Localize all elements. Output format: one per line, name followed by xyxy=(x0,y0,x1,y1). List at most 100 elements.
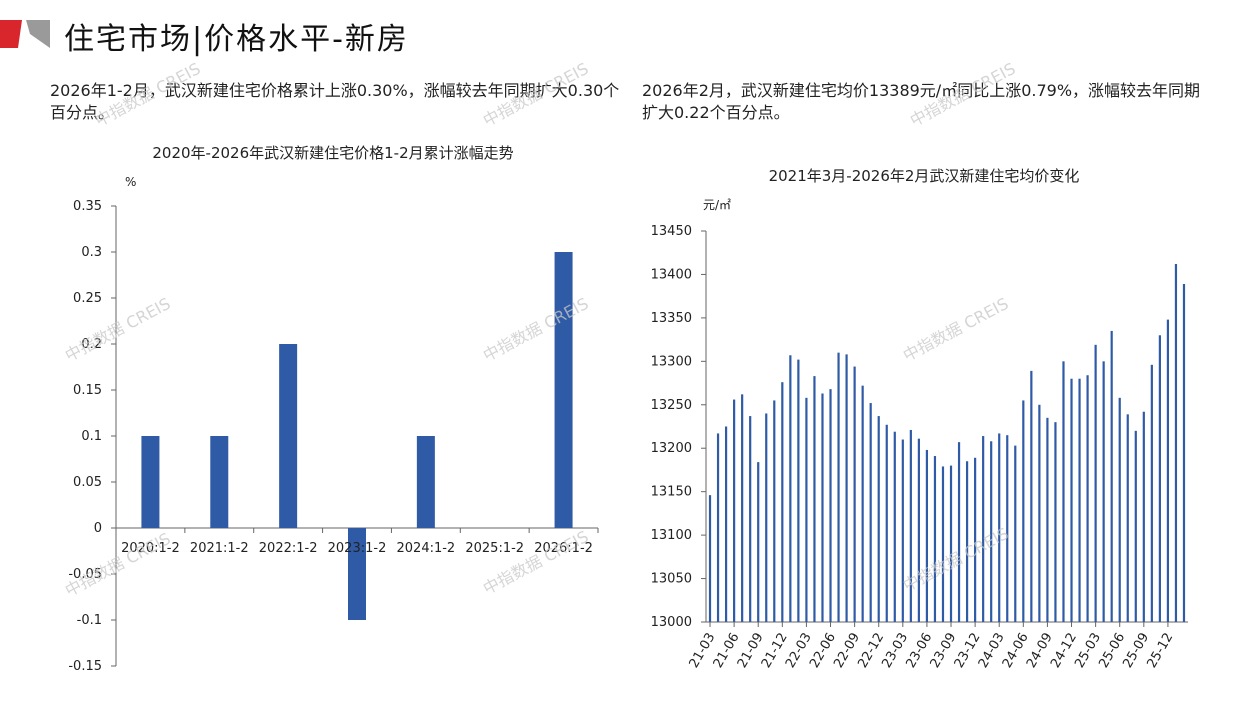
left-summary-text: 2026年1-2月，武汉新建住宅价格累计上涨0.30%，涨幅较去年同期扩大0.3… xyxy=(50,81,620,122)
chart2-bar xyxy=(821,393,824,622)
chart2-bar xyxy=(1102,361,1105,622)
chart2-bar xyxy=(877,416,880,622)
chart1-bar xyxy=(210,436,229,528)
chart1-y-tick-label: -0.05 xyxy=(68,567,102,582)
chart1-x-tick-label: 2023:1-2 xyxy=(328,541,387,556)
chart2-bar xyxy=(813,376,816,622)
chart2-bar xyxy=(1070,378,1073,622)
chart1-x-tick-label: 2024:1-2 xyxy=(397,541,456,556)
chart2-bar xyxy=(974,457,977,622)
chart2-bar xyxy=(1174,264,1178,622)
chart2-bar xyxy=(845,354,848,622)
chart2-bar xyxy=(1126,414,1129,622)
chart2-y-tick-label: 13400 xyxy=(651,267,692,282)
chart2-bar xyxy=(1022,400,1025,622)
chart1-x-tick-label: 2021:1-2 xyxy=(190,541,249,556)
chart1-y-tick-label: 0.05 xyxy=(73,475,102,490)
chart2-bar xyxy=(1150,364,1153,622)
chart1-x-tick-label: 2022:1-2 xyxy=(259,541,318,556)
chart1-x-tick-label: 2025:1-2 xyxy=(465,541,524,556)
chart2-bar xyxy=(933,456,937,622)
right-summary-text: 2026年2月，武汉新建住宅均价13389元/㎡同比上涨0.79%，涨幅较去年同… xyxy=(642,81,1201,122)
chart2-bar xyxy=(765,413,768,622)
chart2-bar xyxy=(741,394,744,622)
chart1-y-tick-label: 0.2 xyxy=(81,337,102,352)
chart1-bar xyxy=(348,528,366,620)
chart2-y-tick-label: 13200 xyxy=(651,441,692,456)
chart1-bar xyxy=(141,436,160,528)
chart2-bar xyxy=(733,399,736,622)
chart2-bar xyxy=(853,366,856,622)
chart1-y-tick-label: 0.3 xyxy=(81,245,102,260)
chart2-bar xyxy=(1078,378,1081,622)
chart2-bar xyxy=(909,429,912,622)
chart1-title: 2020年-2026年武汉新建住宅价格1-2月累计涨幅走势 xyxy=(152,144,513,162)
chart2-bar xyxy=(901,439,904,622)
chart2-y-tick-label: 13450 xyxy=(651,224,692,239)
chart2-bar xyxy=(885,424,888,622)
chart2-bar xyxy=(1134,430,1137,622)
chart2-bar xyxy=(949,465,953,622)
chart2-bar xyxy=(1030,370,1033,622)
chart2-bar xyxy=(1006,435,1009,622)
chart2-bar xyxy=(965,461,969,622)
chart1-bar xyxy=(554,252,573,528)
chart2-bar xyxy=(990,441,993,622)
chart2-bar xyxy=(708,495,712,622)
chart2-bar xyxy=(982,436,985,622)
chart2-y-tick-label: 13050 xyxy=(651,572,692,587)
chart2-bar xyxy=(998,433,1001,622)
chart2-bar xyxy=(941,466,945,622)
chart1-x-tick-label: 2026:1-2 xyxy=(534,541,593,556)
chart1-bar xyxy=(416,436,435,528)
chart2-y-unit: 元/㎡ xyxy=(703,198,731,212)
chart2-bar xyxy=(957,442,961,622)
chart2-bar xyxy=(1062,361,1065,622)
chart2-bar xyxy=(724,426,728,622)
chart2-bar xyxy=(789,355,792,622)
chart2-bar xyxy=(829,389,832,622)
chart2-bar xyxy=(925,449,929,622)
chart2-y-tick-label: 13300 xyxy=(651,354,692,369)
chart2-bar xyxy=(1054,422,1057,622)
chart2-bar xyxy=(1118,397,1121,622)
chart2-bar xyxy=(837,352,840,622)
chart2-bar xyxy=(781,382,784,622)
chart1-y-tick-label: 0.1 xyxy=(81,429,102,444)
chart1-y-tick-label: 0.15 xyxy=(73,383,102,398)
slide-marker-icon xyxy=(0,20,50,48)
chart2-y-tick-label: 13150 xyxy=(651,485,692,500)
page-title: 住宅市场|价格水平-新房 xyxy=(64,22,409,57)
chart1-y-unit: % xyxy=(125,175,136,189)
chart2-bar xyxy=(1158,335,1161,622)
chart2-bar xyxy=(861,385,864,622)
chart2-y-tick-label: 13250 xyxy=(651,398,692,413)
chart2-y-tick-label: 13350 xyxy=(651,311,692,326)
chart2-y-tick-label: 13000 xyxy=(651,615,692,630)
chart2-bar xyxy=(1086,375,1089,622)
chart2-bar xyxy=(1094,344,1097,622)
chart2-bar xyxy=(1142,411,1145,622)
chart2-bar xyxy=(893,431,896,622)
chart1-y-tick-label: -0.1 xyxy=(77,613,102,628)
chart2-bar xyxy=(1014,445,1017,622)
chart2-bar xyxy=(773,400,776,622)
chart2-bar xyxy=(749,416,752,622)
chart2-bar xyxy=(917,438,920,622)
chart2-bar xyxy=(1046,417,1049,622)
chart2-bar xyxy=(1166,319,1170,622)
chart2-bar xyxy=(805,397,808,622)
chart2-bar xyxy=(757,462,760,622)
chart1-x-tick-label: 2020:1-2 xyxy=(121,541,180,556)
chart2-bar xyxy=(869,403,872,622)
chart1-y-tick-label: -0.15 xyxy=(68,659,102,674)
chart2-bar xyxy=(1110,330,1113,622)
chart1-bar xyxy=(279,344,298,528)
chart2-bar xyxy=(716,433,720,622)
chart2-bar xyxy=(1182,284,1186,622)
chart1-y-tick-label: 0.35 xyxy=(73,199,102,214)
chart1-y-tick-label: 0.25 xyxy=(73,291,102,306)
chart2-bar xyxy=(797,359,800,622)
chart2-y-tick-label: 13100 xyxy=(651,528,692,543)
